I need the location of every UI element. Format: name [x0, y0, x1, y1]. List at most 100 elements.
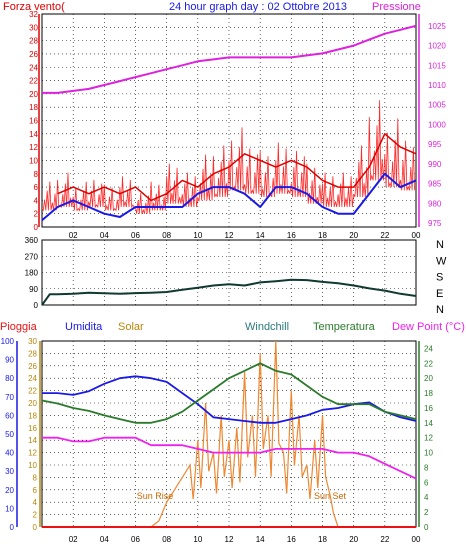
solar-tick-label: 30	[28, 337, 37, 346]
x-tick-label: 10	[193, 535, 202, 544]
wind-tick-label: 10	[29, 156, 38, 165]
pressure-series	[42, 24, 417, 94]
wind-tick-label: 2	[34, 210, 39, 219]
temperature-tick-label: 24	[424, 344, 433, 353]
solar-tick-label: 8	[33, 473, 38, 482]
humidity-tick-label: 60	[5, 411, 14, 420]
solar-series	[42, 340, 416, 528]
temperature-tick-label: 12	[424, 434, 433, 443]
legend-umidita: Umidita	[65, 321, 103, 333]
solar-tick-label: 24	[28, 374, 37, 383]
x-tick-label: 18	[318, 231, 327, 240]
solar-tick-label: 26	[28, 362, 37, 371]
wind-speed-series	[57, 133, 417, 202]
wind-tick-label: 14	[29, 130, 38, 139]
temperature-tick-label: 10	[424, 449, 433, 458]
temperature-tick-label: 20	[424, 374, 433, 383]
pressure-tick-label: 985	[428, 180, 442, 189]
humidity-tick-label: 70	[5, 393, 14, 402]
x-tick-label: 04	[100, 231, 109, 240]
solar-tick-label: 2	[33, 511, 38, 520]
x-tick-label: 16	[287, 231, 296, 240]
x-tick-label: 14	[256, 535, 265, 544]
wind-tick-label: 16	[29, 117, 38, 126]
wind-tick-label: 30	[29, 23, 38, 32]
chart-title: 24 hour graph day : 02 Ottobre 2013	[169, 1, 347, 13]
wind-tick-label: 12	[29, 143, 38, 152]
temperature-tick-label: 18	[424, 389, 433, 398]
x-tick-label: 12	[225, 231, 234, 240]
humidity-tick-label: 80	[5, 374, 14, 383]
temperature-tick-label: 6	[424, 478, 429, 487]
x-tick-label: 20	[349, 535, 358, 544]
x-tick-label: 08	[162, 231, 171, 240]
solar-tick-label: 10	[28, 461, 37, 470]
pressure-tick-label: 995	[428, 140, 442, 149]
wind-tick-label: 32	[29, 10, 38, 19]
wind-tick-label: 20	[29, 90, 38, 99]
x-tick-label: 22	[380, 231, 389, 240]
compass-label: W	[436, 255, 447, 267]
x-tick-label: 06	[131, 535, 140, 544]
x-tick-label: 02	[69, 231, 78, 240]
wind-tick-label: 28	[29, 37, 38, 46]
sun-rise-label: Sun Rise	[137, 491, 174, 501]
solar-tick-label: 18	[28, 411, 37, 420]
x-tick-label: 04	[100, 535, 109, 544]
temperature-tick-label: 0	[424, 523, 429, 532]
solar-tick-label: 4	[33, 498, 38, 507]
wind-tick-label: 0	[34, 223, 39, 232]
temperature-tick-label: 16	[424, 404, 433, 413]
wind-tick-label: 24	[29, 63, 38, 72]
wind-tick-label: 22	[29, 77, 38, 86]
legend-dewpoint: Dew Point (°C)	[392, 321, 465, 333]
x-tick-label: 00	[412, 535, 421, 544]
humidity-series	[42, 375, 417, 424]
dewpoint-series	[42, 436, 417, 480]
pressure-tick-label: 975	[428, 219, 442, 228]
wind-tick-label: 6	[34, 183, 39, 192]
pressure-tick-label: 1010	[428, 81, 446, 90]
pressure-tick-label: 1005	[428, 101, 446, 110]
x-tick-label: 20	[349, 231, 358, 240]
wind-tick-label: 26	[29, 50, 38, 59]
x-tick-label: 00	[412, 231, 421, 240]
humidity-tick-label: 10	[5, 504, 14, 513]
solar-tick-label: 0	[33, 523, 38, 532]
direction-tick-label: 270	[25, 252, 39, 261]
temperature-tick-label: 8	[424, 463, 429, 472]
sun-set-label: Sun Set	[314, 491, 347, 501]
temperature-tick-label: 22	[424, 359, 433, 368]
wind-axis-title: Forza vento(	[3, 1, 65, 13]
humidity-tick-label: 30	[5, 467, 14, 476]
pressure-tick-label: 1025	[428, 22, 446, 31]
x-tick-label: 06	[131, 231, 140, 240]
x-tick-label: 02	[69, 535, 78, 544]
legend-pioggia: Pioggia	[0, 321, 38, 333]
temperature-tick-label: 14	[424, 419, 433, 428]
x-tick-label: 08	[162, 535, 171, 544]
legend-solar: Solar	[118, 321, 144, 333]
x-tick-label: 18	[318, 535, 327, 544]
humidity-tick-label: 40	[5, 449, 14, 458]
temperature-tick-label: 2	[424, 508, 429, 517]
pressure-tick-label: 1020	[428, 42, 446, 51]
pressure-tick-label: 980	[428, 199, 442, 208]
direction-tick-label: 0	[34, 301, 39, 310]
compass-label: S	[436, 272, 443, 284]
solar-tick-label: 22	[28, 387, 37, 396]
solar-tick-label: 28	[28, 349, 37, 358]
legend-temperatura: Temperatura	[313, 321, 376, 333]
direction-tick-label: 180	[25, 269, 39, 278]
direction-tick-label: 360	[25, 236, 39, 245]
compass-label: E	[436, 288, 443, 300]
x-tick-label: 10	[193, 231, 202, 240]
pressure-tick-label: 1000	[428, 120, 446, 129]
x-tick-label: 14	[256, 231, 265, 240]
legend-windchill: Windchill	[245, 321, 289, 333]
x-tick-label: 16	[287, 535, 296, 544]
pressure-tick-label: 990	[428, 160, 442, 169]
humidity-tick-label: 50	[5, 430, 14, 439]
wind-tick-label: 8	[34, 170, 39, 179]
wind-gust-series	[41, 100, 415, 214]
